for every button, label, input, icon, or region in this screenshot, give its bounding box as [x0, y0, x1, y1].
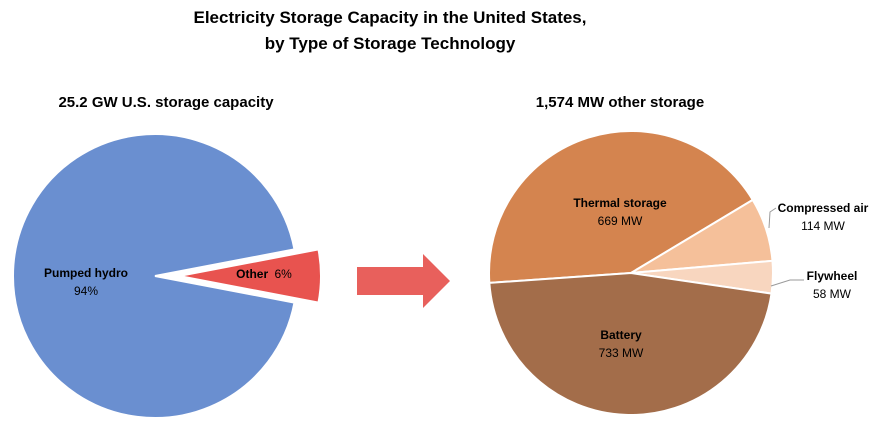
left-pie — [12, 133, 322, 419]
pie-slice-battery — [488, 271, 773, 416]
label-compressed-air: Compressed air — [778, 201, 869, 215]
label-flywheel-value: 58 MW — [813, 287, 852, 301]
chart-title-line2: by Type of Storage Technology — [265, 34, 516, 53]
label-pumped-hydro-value: 94% — [74, 284, 98, 298]
pie-slice-other — [178, 248, 322, 304]
chart-title-line1: Electricity Storage Capacity in the Unit… — [193, 8, 586, 27]
label-thermal-value: 669 MW — [598, 214, 643, 228]
right-pie-title: 1,574 MW other storage — [536, 94, 704, 111]
label-compressed-air-value: 114 MW — [801, 219, 845, 233]
label-other: Other 6% — [236, 267, 292, 281]
right-pie — [488, 129, 774, 416]
leader-flywheel — [770, 279, 804, 287]
arrow-shape — [357, 254, 450, 308]
label-battery-value: 733 MW — [599, 346, 644, 360]
label-other-value: 6% — [275, 267, 293, 281]
left-pie-title: 25.2 GW U.S. storage capacity — [58, 94, 274, 111]
label-other-name: Other — [236, 267, 268, 281]
pie-slice-pumped-hydro — [12, 133, 296, 419]
label-thermal: Thermal storage — [573, 196, 667, 210]
pie-slice-thermal-storage — [488, 129, 755, 284]
label-pumped-hydro: Pumped hydro — [44, 266, 128, 280]
label-flywheel: Flywheel — [807, 269, 858, 283]
leader-compressed-air — [768, 207, 777, 229]
label-battery: Battery — [600, 328, 642, 342]
